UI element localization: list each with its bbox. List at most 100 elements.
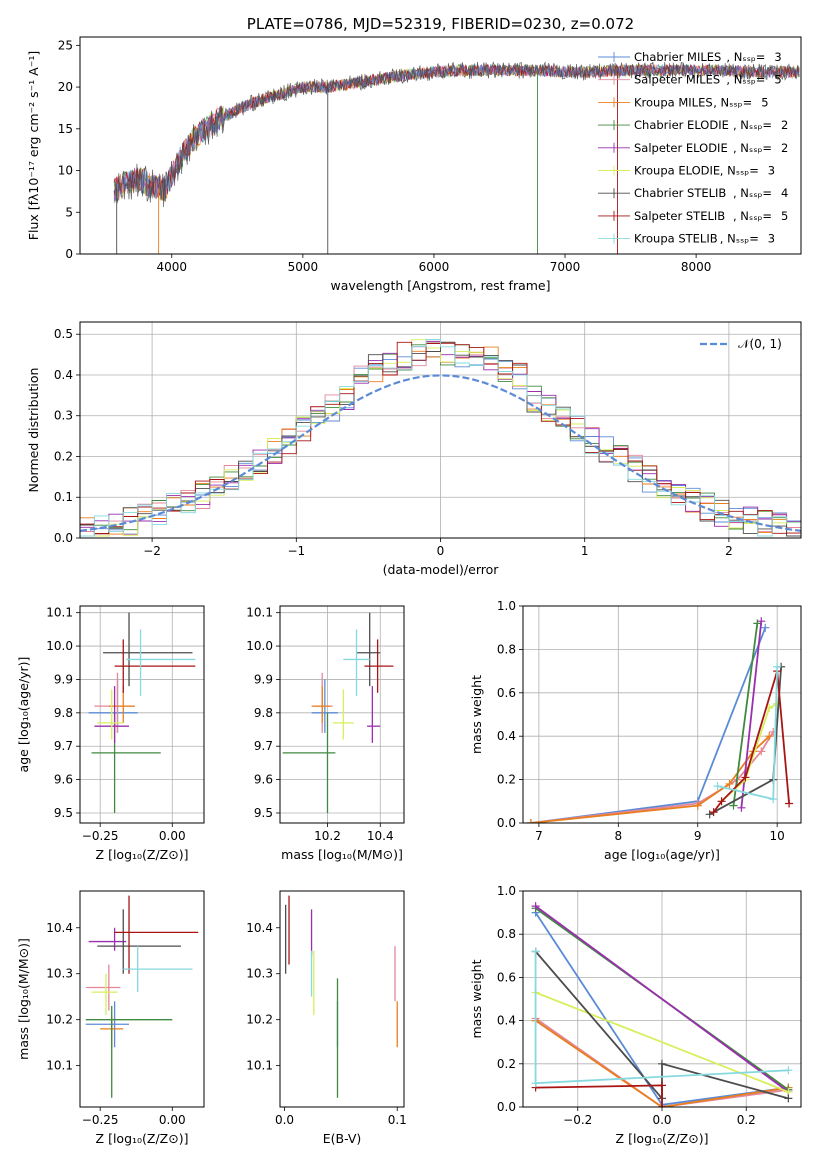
data-point-2 <box>108 686 135 723</box>
data-point-8 <box>343 629 370 697</box>
y-tick-label: 0.4 <box>497 729 516 743</box>
y-tick-label: 0.6 <box>497 970 516 984</box>
x-tick-label: 10.2 <box>314 829 341 843</box>
data-point-5 <box>97 689 124 740</box>
legend-name: Chabrier STELIB <box>634 186 726 200</box>
y-tick-label: 9.9 <box>254 672 273 686</box>
legend-name: Kroupa ELODIE <box>634 164 720 178</box>
series-marker <box>713 782 722 791</box>
x-tick-label: 0.0 <box>275 1113 294 1127</box>
x-tick-label: −2 <box>143 544 161 558</box>
legend-nssp-label: , Nₛₛₚ= <box>713 95 752 109</box>
x-tick-label: −0.25 <box>82 829 119 843</box>
y-tick-label: 0.8 <box>497 927 516 941</box>
series-marker <box>531 947 540 956</box>
axes-frame <box>79 36 802 255</box>
x-tick-label: 0.00 <box>159 1113 186 1127</box>
y-axis-label: Normed distribution <box>26 368 41 493</box>
y-tick-label: 0.2 <box>497 773 516 787</box>
y-tick-label: 1.0 <box>497 599 516 613</box>
data-point-3 <box>91 712 161 813</box>
series-line-1 <box>535 1017 789 1107</box>
y-tick-label: 10 <box>58 164 73 178</box>
data-point-3 <box>282 712 336 813</box>
x-tick-label: 4000 <box>156 260 187 274</box>
x-tick-label: 10 <box>770 829 785 843</box>
axes-z-weight: −0.2 0.0 0.2 0.0 0.2 0.4 0.6 0.8 1.0 Z [log₁₀(Z/Z… <box>469 884 802 1146</box>
y-tick-label: 10.3 <box>46 967 73 981</box>
y-tick-label: 10.1 <box>46 1059 73 1073</box>
y-tick-label: 9.6 <box>54 773 73 787</box>
data-point-7 <box>114 639 196 693</box>
y-tick-label: 0.8 <box>497 642 516 656</box>
axes-frame <box>279 605 405 824</box>
y-tick-label: 0.5 <box>54 327 73 341</box>
plot-area-spectrum <box>113 61 800 254</box>
x-tick-label: −0.2 <box>563 1113 592 1127</box>
data-point-2 <box>311 686 331 723</box>
data-point-6 <box>103 612 193 687</box>
y-tick-label: 9.5 <box>54 806 73 820</box>
data-point-5 <box>91 973 118 1016</box>
y-tick-label: 20 <box>58 80 73 94</box>
series-marker <box>741 773 750 782</box>
y-tick-label: 0.6 <box>497 686 516 700</box>
legend-nssp-value: 3 <box>768 232 775 246</box>
data-point-0 <box>85 1001 130 1048</box>
series-marker <box>761 623 770 632</box>
y-axis-label: mass [log₁₀(M/M⊙)] <box>16 938 31 1060</box>
series-marker <box>729 801 738 810</box>
series-marker <box>773 662 782 671</box>
legend-nssp-value: 5 <box>781 209 788 223</box>
x-axis-label: mass [log₁₀(M/M⊙)] <box>281 847 403 862</box>
series-line-3 <box>732 623 759 806</box>
series-marker <box>717 797 726 806</box>
legend: 𝒩(0, 1) <box>700 337 782 351</box>
legend-label: 𝒩(0, 1) <box>738 337 782 351</box>
y-tick-label: 10.1 <box>246 1059 273 1073</box>
y-tick-label: 0.0 <box>54 531 73 545</box>
data-point-6 <box>356 612 381 687</box>
x-tick-label: 10.4 <box>367 829 394 843</box>
data-point-4 <box>88 927 127 951</box>
x-tick-label: 0.00 <box>159 829 186 843</box>
y-axis-label: age [log₁₀(age/yr)] <box>16 657 31 773</box>
x-tick-label: 1 <box>581 544 589 558</box>
plot-area-residuals <box>80 339 801 538</box>
series-marker <box>784 1094 793 1103</box>
plot-area-z-mass <box>85 895 199 1098</box>
x-tick-label: 8 <box>614 829 622 843</box>
legend-name: Salpeter STELIB <box>634 209 725 223</box>
y-tick-label: 1.0 <box>497 884 516 898</box>
legend-nssp-value: 5 <box>774 73 781 87</box>
x-tick-label: 8000 <box>681 260 712 274</box>
x-tick-label: 0 <box>437 544 445 558</box>
series-marker <box>784 1066 793 1075</box>
y-tick-label: 9.9 <box>54 672 73 686</box>
series-marker <box>769 795 778 804</box>
x-tick-label: 5000 <box>288 260 319 274</box>
legend-nssp-label: , Nₛₛₚ= <box>733 118 772 132</box>
figure-title: PLATE=0786, MJD=52319, FIBERID=0230, z=0… <box>247 15 634 33</box>
axes-frame <box>79 321 802 539</box>
y-tick-label: 10.0 <box>46 639 73 653</box>
x-axis-label: wavelength [Angstrom, rest frame] <box>330 278 550 293</box>
spectrum-line-6 <box>113 61 800 208</box>
legend-name: Kroupa MILES <box>634 95 713 109</box>
series-line-6 <box>534 950 789 1101</box>
y-tick-label: 0.4 <box>54 368 73 382</box>
legend-nssp-label: , Nₛₛₚ= <box>720 164 759 178</box>
plot-area-age-weight <box>526 617 794 823</box>
legend-name: Chabrier ELODIE <box>634 118 729 132</box>
y-tick-label: 9.7 <box>54 739 73 753</box>
series-marker <box>757 747 766 756</box>
y-tick-label: 9.8 <box>54 706 73 720</box>
axes-z-mass: −0.25 0.00 10.1 10.2 10.3 10.4 Z [log₁₀(Z/Z⊙)]… <box>16 890 205 1146</box>
plot-area-mass-age <box>282 612 394 813</box>
series-marker <box>531 1079 540 1088</box>
x-tick-label: 9 <box>694 829 702 843</box>
series-line-7 <box>535 1084 663 1107</box>
axes-frame <box>279 890 405 1108</box>
x-axis-label: (data-model)/error <box>383 562 500 577</box>
x-axis-label: age [log₁₀(age/yr)] <box>604 847 720 862</box>
